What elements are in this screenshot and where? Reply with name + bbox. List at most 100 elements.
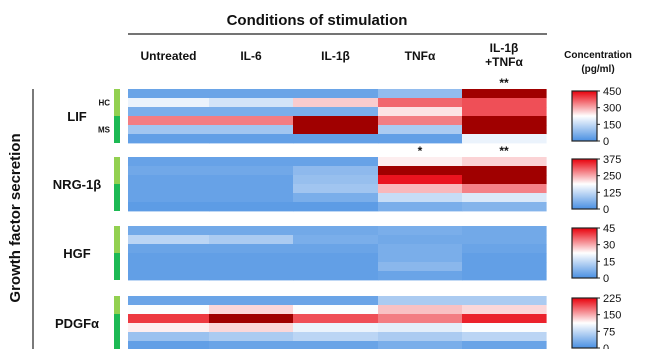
- heatmap-cell: [293, 226, 379, 236]
- color-scale-bar: [571, 297, 598, 349]
- heatmap-cell: [209, 271, 294, 281]
- heatmap-cell: [128, 98, 210, 108]
- group-bar-MS: [114, 184, 120, 211]
- heatmap-cell: [128, 125, 210, 135]
- scale-tick-label: 0: [603, 343, 609, 349]
- heatmap-cell: [209, 134, 294, 144]
- heatmap-cell: [378, 157, 463, 167]
- heatmap-cell: [293, 235, 379, 245]
- chart-title: Conditions of stimulation: [227, 12, 408, 29]
- scale-tick-label: 15: [603, 256, 615, 268]
- scale-tick-label: 375: [603, 154, 621, 166]
- heatmap-cell: [293, 323, 379, 333]
- scale-title-line: Concentration: [564, 50, 632, 61]
- heatmap-cell: [293, 125, 379, 135]
- heatmap-cell: [128, 332, 210, 342]
- heatmap-cell: [128, 157, 210, 167]
- heatmap-cell: [128, 253, 210, 263]
- heatmap-cell: [209, 296, 294, 306]
- scale-tick-label: 45: [603, 223, 615, 235]
- heatmap-cell: [209, 341, 294, 349]
- heatmap-cell: [209, 244, 294, 254]
- heatmap-cell: [128, 175, 210, 185]
- heatmap-cell: [462, 341, 547, 349]
- heatmap-cell: [128, 296, 210, 306]
- heatmap-cell: [209, 175, 294, 185]
- heatmap-cell: [378, 98, 463, 108]
- heatmap-cell: [128, 235, 210, 245]
- heatmap-cell: [128, 166, 210, 176]
- color-scale-bar: [571, 158, 598, 210]
- heatmap-cell: [462, 296, 547, 306]
- group-bar-HC: [114, 226, 120, 253]
- heatmap-cell: [209, 305, 294, 315]
- heatmap-cell: [462, 166, 547, 176]
- heatmap-cell: [378, 314, 463, 324]
- heatmap-cell: [378, 262, 463, 272]
- heatmap-cell: [293, 314, 379, 324]
- group-label: MS: [98, 126, 111, 135]
- panel-PDGFα: PDGFα 0 75 150 225: [55, 293, 621, 349]
- heatmap-cell: [128, 341, 210, 349]
- scale-tick-label: 300: [603, 103, 621, 115]
- heatmap-cell: [293, 134, 379, 144]
- heatmap-cell: [378, 305, 463, 315]
- heatmap-cell: [293, 341, 379, 349]
- heatmap-cell: [378, 253, 463, 263]
- heatmap-cell: [378, 125, 463, 135]
- heatmap-cell: [128, 244, 210, 254]
- heatmap-cell: [462, 184, 547, 194]
- scale-tick-label: 450: [603, 86, 621, 98]
- heatmap-cell: [462, 253, 547, 263]
- y-axis-label: Growth factor secretion: [7, 133, 24, 302]
- heatmap-cell: [462, 323, 547, 333]
- panel-label: NRG-1β: [53, 177, 101, 192]
- heatmap-cell: [293, 89, 379, 99]
- heatmap-cell: [128, 89, 210, 99]
- heatmap-cell: [209, 226, 294, 236]
- heatmap-cell: [128, 305, 210, 315]
- heatmap-cell: [209, 157, 294, 167]
- heatmap-cell: [128, 116, 210, 126]
- group-bar-MS: [114, 253, 120, 280]
- scale-tick-label: 125: [603, 187, 621, 199]
- heatmap-cell: [209, 332, 294, 342]
- condition-label: IL-6: [240, 49, 262, 63]
- heatmap-cell: [462, 193, 547, 203]
- heatmap-cell: [209, 253, 294, 263]
- heatmap-cell: [293, 166, 379, 176]
- heatmap-cell: [209, 262, 294, 272]
- group-bar-MS: [114, 116, 120, 143]
- significance-marker: *: [418, 144, 423, 158]
- heatmap-cell: [128, 184, 210, 194]
- heatmap-cell: [378, 202, 463, 212]
- heatmap-cell: [462, 134, 547, 144]
- heatmap-cell: [378, 89, 463, 99]
- heatmap-cell: [378, 323, 463, 333]
- heatmap-cell: [209, 116, 294, 126]
- scale-tick-label: 0: [603, 136, 609, 148]
- heatmap-cell: [209, 98, 294, 108]
- heatmap-cell: [462, 107, 547, 117]
- condition-label: TNFα: [405, 49, 436, 63]
- heatmap-cell: [462, 235, 547, 245]
- heatmap-cell: [462, 314, 547, 324]
- color-scale-bar: [571, 227, 598, 279]
- group-bar-HC: [114, 296, 120, 314]
- heatmap-cell: [378, 193, 463, 203]
- heatmap-cell: [462, 157, 547, 167]
- panel-label: HGF: [63, 246, 91, 261]
- heatmap-cell: [378, 134, 463, 144]
- heatmap-cell: [462, 125, 547, 135]
- scale-title: Concentration (pg/ml): [564, 50, 632, 75]
- heatmap-cell: [209, 202, 294, 212]
- heatmap-cell: [378, 296, 463, 306]
- heatmap-cell: [378, 166, 463, 176]
- scale-tick-label: 30: [603, 240, 615, 252]
- heatmap-cell: [462, 332, 547, 342]
- heatmap-cell: [378, 226, 463, 236]
